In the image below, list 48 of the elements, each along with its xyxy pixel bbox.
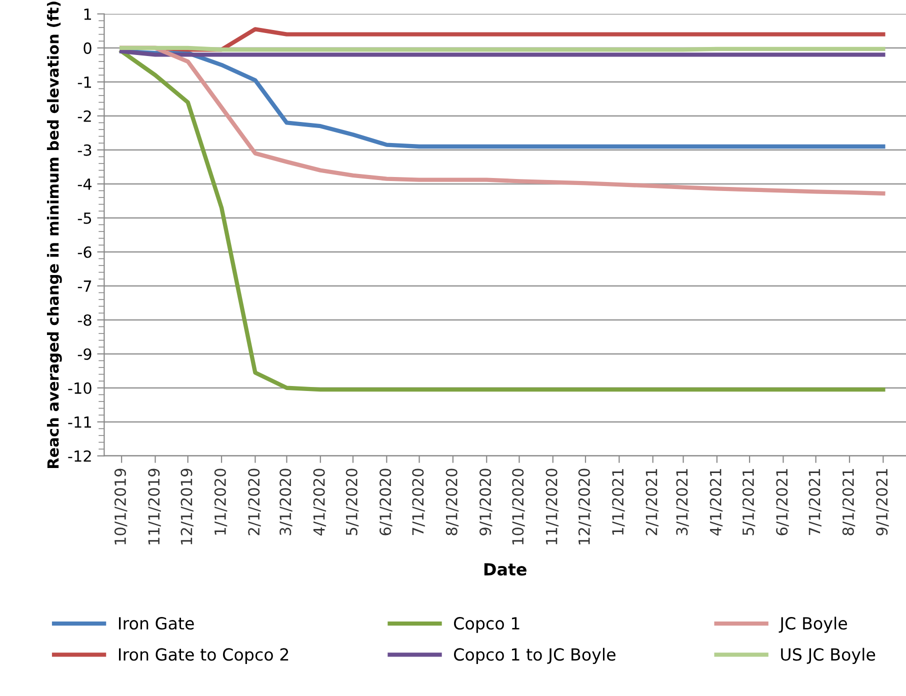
legend-label: Iron Gate xyxy=(119,617,194,630)
x-tick-label: 3/1/2020 xyxy=(280,468,292,536)
x-tick-label: 11/1/2019 xyxy=(148,468,161,544)
x-tick-label: 2/1/2021 xyxy=(646,469,658,536)
line-series xyxy=(119,49,886,149)
x-tick-label: 5/1/2021 xyxy=(742,469,756,536)
x-tick-label: 4/1/2020 xyxy=(313,468,326,536)
x-tick-label: 12/1/2020 xyxy=(578,468,592,544)
line-series xyxy=(119,49,886,392)
y-tick-label: -4 xyxy=(78,178,92,190)
legend-label: Copco 1 to JC Boyle xyxy=(454,648,616,664)
x-tick-label: 1/1/2020 xyxy=(214,468,228,535)
x-tick-label: 8/1/2020 xyxy=(446,468,459,536)
legend-label: Copco 1 xyxy=(454,617,520,633)
y-tick-label: -3 xyxy=(78,144,92,156)
x-tick-label: 9/1/2021 xyxy=(876,469,889,536)
x-tick-label: 1/1/2021 xyxy=(612,469,625,535)
x-tick-label: 2/1/2020 xyxy=(248,468,261,536)
y-tick-label: -12 xyxy=(68,450,91,462)
x-tick-label: 11/1/2020 xyxy=(546,468,559,544)
y-tick-label: -10 xyxy=(68,382,92,394)
y-tick-label: -5 xyxy=(78,212,92,224)
x-tick-label: 6/1/2020 xyxy=(380,468,392,536)
y-tick-label: -8 xyxy=(78,314,92,326)
y-tick-label: -7 xyxy=(78,280,92,292)
y-tick-label: 1 xyxy=(84,8,91,20)
legend-label: US JC Boyle xyxy=(781,648,876,664)
legend-label: Iron Gate to Copco 2 xyxy=(119,648,288,664)
x-tick-label: 12/1/2019 xyxy=(180,468,194,544)
x-tick-label: 3/1/2021 xyxy=(676,469,689,536)
y-tick-label: -1 xyxy=(78,76,91,88)
x-tick-label: 7/1/2020 xyxy=(412,468,425,536)
x-tick-label: 9/1/2020 xyxy=(480,468,492,536)
x-tick-label: 10/1/2019 xyxy=(114,468,128,544)
y-tick-label: -6 xyxy=(78,246,92,258)
x-tick-label: 5/1/2020 xyxy=(346,468,359,536)
x-tick-label: 6/1/2021 xyxy=(776,469,789,536)
x-tick-label: 7/1/2021 xyxy=(808,469,822,536)
x-tick-label: 10/1/2020 xyxy=(512,468,525,544)
x-axis-title: Date xyxy=(484,563,526,576)
y-axis-title: Reach averaged change in minimum bed elevation (ft) xyxy=(46,2,62,468)
x-tick-label: 8/1/2021 xyxy=(842,469,856,536)
legend-label: JC Boyle xyxy=(778,616,847,633)
y-tick-label: 0 xyxy=(84,42,92,54)
y-tick-label: -2 xyxy=(78,110,91,122)
x-tick-label: 4/1/2021 xyxy=(710,469,723,536)
y-tick-label: -9 xyxy=(78,348,92,360)
y-tick-label: -11 xyxy=(68,416,91,428)
